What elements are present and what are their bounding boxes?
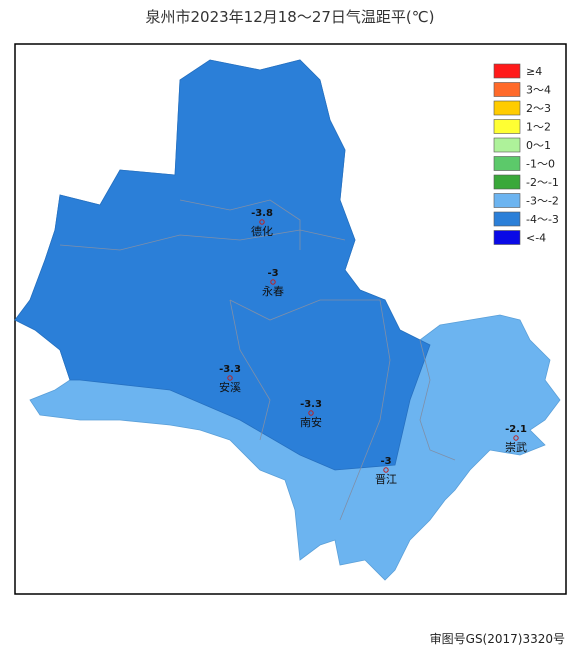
station-dot (270, 279, 276, 285)
legend-label: <-4 (526, 232, 546, 245)
region-dark (14, 59, 431, 471)
legend-label: -1～0 (526, 158, 555, 171)
legend-swatch (493, 230, 521, 245)
legend-swatch (493, 100, 521, 116)
station-dot (227, 375, 233, 381)
station-value: -3.3 (219, 364, 241, 375)
station-value: -3 (380, 456, 391, 467)
legend-swatch (493, 63, 521, 79)
station-value: -3.8 (251, 208, 273, 219)
station-value: -3 (267, 268, 278, 279)
legend-swatch (493, 156, 521, 171)
station-name: 南安 (300, 415, 322, 429)
station-name: 晋江 (375, 473, 397, 486)
legend-label: 0～1 (526, 139, 551, 152)
legend-label: 3～4 (526, 84, 551, 97)
title: 泉州市2023年12月18～27日气温距平(℃) (146, 8, 435, 26)
legend-swatch (493, 211, 521, 227)
station-name: 安溪 (219, 380, 241, 394)
station-value: -3.3 (300, 399, 322, 410)
legend-swatch (493, 82, 521, 97)
station-name: 崇武 (505, 441, 527, 454)
legend-swatch (493, 174, 521, 190)
legend-label: -2～-1 (526, 176, 559, 189)
county-borders (59, 199, 456, 521)
legend-swatch (493, 193, 521, 208)
legend-swatch (493, 137, 521, 153)
station-dot (383, 467, 389, 473)
station-dot (259, 219, 265, 225)
station-value: -2.1 (505, 424, 527, 435)
legend-label: ≥4 (526, 65, 542, 78)
station-dot (308, 410, 314, 416)
station-dot (513, 435, 519, 441)
map-frame (14, 43, 567, 595)
legend-label: 2～3 (526, 102, 551, 115)
legend-label: -3～-2 (526, 195, 559, 208)
legend-swatch (493, 119, 521, 134)
station-name: 德化 (251, 224, 273, 238)
footer-note: 审图号GS(2017)3320号 (430, 631, 565, 646)
legend-label: -4～-3 (526, 213, 559, 226)
legend-label: 1～2 (526, 121, 551, 134)
station-name: 永春 (262, 284, 284, 298)
